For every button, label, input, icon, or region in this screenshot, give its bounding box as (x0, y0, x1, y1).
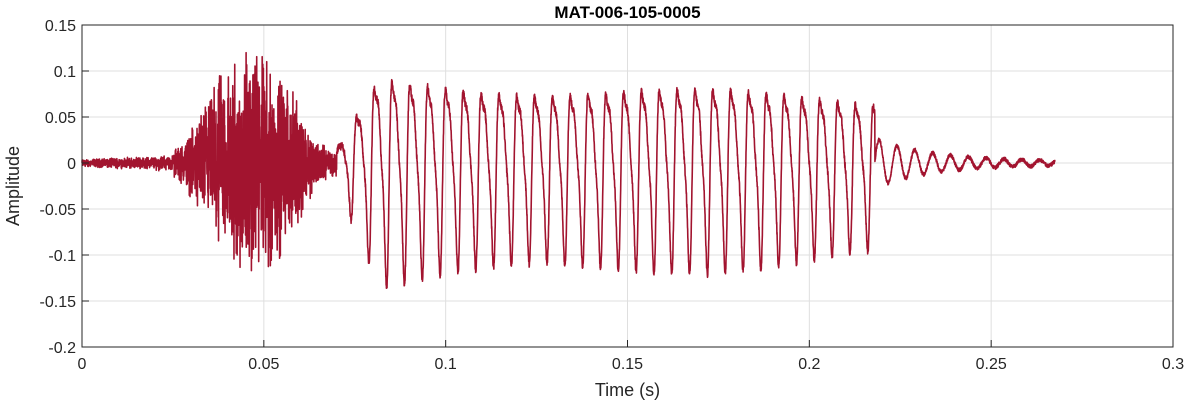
x-tick-label: 0.05 (248, 356, 279, 373)
x-tick-label: 0.25 (976, 356, 1007, 373)
chart-title: MAT-006-105-0005 (554, 3, 700, 22)
x-tick-label: 0.2 (798, 356, 820, 373)
y-ticks: -0.2 -0.15 -0.1 -0.05 0 0.05 0.1 0.15 (40, 18, 89, 357)
y-axis-label: Amplitude (3, 146, 23, 226)
x-tick-label: 0 (78, 356, 87, 373)
y-tick-label: -0.1 (48, 248, 76, 265)
x-tick-label: 0.1 (435, 356, 457, 373)
waveform-series (81, 51, 1056, 290)
y-tick-label: -0.05 (40, 202, 77, 219)
y-tick-label: -0.2 (48, 340, 76, 357)
y-tick-label: 0 (67, 156, 76, 173)
x-tick-label: 0.15 (612, 356, 643, 373)
y-tick-label: 0.05 (45, 110, 76, 127)
y-tick-label: 0.15 (45, 18, 76, 35)
y-tick-label: -0.15 (40, 294, 77, 311)
y-tick-label: 0.1 (54, 64, 76, 81)
x-ticks: 0 0.05 0.1 0.15 0.2 0.25 0.3 (78, 340, 1184, 373)
x-axis-label: Time (s) (595, 380, 660, 400)
x-tick-label: 0.3 (1162, 356, 1184, 373)
